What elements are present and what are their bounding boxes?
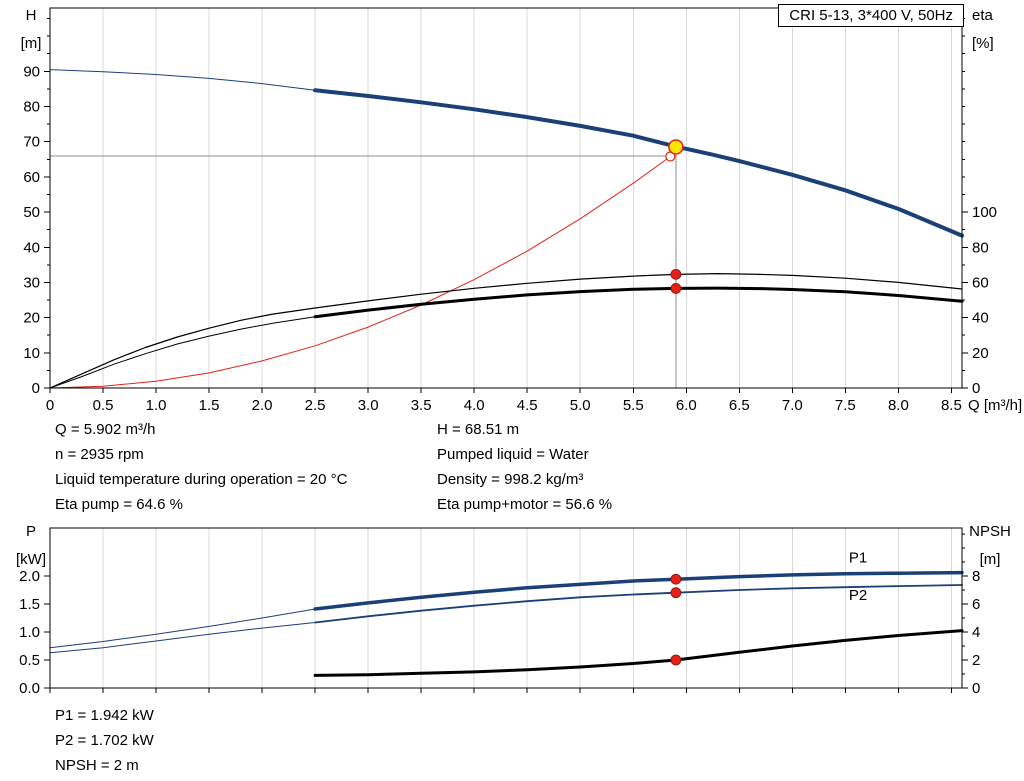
x-tick-label: 0.5 bbox=[93, 397, 114, 414]
right-y-tick-label: 6 bbox=[972, 596, 980, 613]
eta-pump-motor-point-marker bbox=[670, 283, 682, 294]
info-p1: P1 = 1.942 kW bbox=[55, 707, 154, 724]
x-tick-label: 7.5 bbox=[835, 397, 856, 414]
p-axis-title: P [kW] bbox=[12, 518, 50, 574]
curve-label-p2: P2 bbox=[849, 587, 867, 604]
npsh-axis-symbol: NPSH bbox=[969, 523, 1011, 540]
series-hq-curve bbox=[313, 88, 964, 238]
left-y-tick-label: 40 bbox=[23, 239, 40, 256]
x-tick-label: 6.0 bbox=[676, 397, 697, 414]
left-y-tick-label: 1.0 bbox=[19, 624, 40, 641]
eta-axis-symbol: eta bbox=[972, 7, 993, 24]
x-tick-label: 4.0 bbox=[464, 397, 485, 414]
x-tick-label: 8.5 bbox=[941, 397, 962, 414]
info-pumped-liquid: Pumped liquid = Water bbox=[437, 446, 589, 463]
pump-title-box: CRI 5-13, 3*400 V, 50Hz bbox=[778, 4, 964, 27]
x-tick-label: 1.5 bbox=[199, 397, 220, 414]
x-tick-label: 0 bbox=[46, 397, 54, 414]
npsh-axis-unit: [m] bbox=[979, 551, 1001, 568]
left-y-tick-label: 70 bbox=[23, 134, 40, 151]
series-npsh-curve bbox=[313, 629, 964, 677]
right-y-tick-label: 4 bbox=[972, 624, 980, 641]
left-y-tick-label: 90 bbox=[23, 63, 40, 80]
right-y-tick-label: 0 bbox=[972, 680, 980, 697]
power-info: P1 = 1.942 kW P2 = 1.702 kW NPSH = 2 m bbox=[55, 703, 154, 778]
x-tick-label: 3.0 bbox=[358, 397, 379, 414]
eta-axis-unit: [%] bbox=[972, 35, 994, 52]
curve-label-p1: P1 bbox=[849, 550, 867, 567]
left-y-tick-label: 60 bbox=[23, 169, 40, 186]
series-eta-pump-motor bbox=[313, 286, 964, 319]
left-y-tick-label: 30 bbox=[23, 274, 40, 291]
npsh-point-marker bbox=[670, 654, 682, 666]
x-tick-label: 2.0 bbox=[252, 397, 273, 414]
power-chart: 0.0 0.5 1.0 1.5 2.0 0 2 4 6 8 P1 P2 bbox=[19, 527, 980, 697]
info-q: Q = 5.902 m³/h bbox=[55, 421, 156, 438]
x-tick-label: 4.5 bbox=[517, 397, 538, 414]
p1-point-marker bbox=[670, 573, 682, 585]
info-npsh: NPSH = 2 m bbox=[55, 757, 139, 774]
p-axis-symbol: P bbox=[25, 523, 36, 540]
series-p1-curve bbox=[313, 570, 964, 611]
result-info-left: Q = 5.902 m³/h n = 2935 rpm Liquid tempe… bbox=[55, 417, 347, 517]
h-axis-unit: [m] bbox=[20, 35, 42, 52]
info-liquid-temp: Liquid temperature during operation = 20… bbox=[55, 471, 348, 488]
left-y-tick-label: 2.0 bbox=[19, 568, 40, 585]
series-p1-extension bbox=[49, 608, 316, 649]
info-eta-pump-motor: Eta pump+motor = 56.6 % bbox=[437, 496, 613, 513]
right-y-tick-label: 2 bbox=[972, 652, 980, 669]
x-tick-label: 2.5 bbox=[305, 397, 326, 414]
h-axis-symbol: H bbox=[25, 7, 37, 24]
right-y-tick-label: 20 bbox=[972, 345, 989, 362]
x-axis-unit-label: Q [m³/h] bbox=[968, 397, 1022, 414]
left-y-tick-label: 1.5 bbox=[19, 596, 40, 613]
x-tick-label: 3.5 bbox=[411, 397, 432, 414]
right-y-tick-label: 80 bbox=[972, 239, 989, 256]
left-y-tick-label: 20 bbox=[23, 310, 40, 327]
chart-frame bbox=[49, 527, 963, 689]
chart-frame bbox=[49, 7, 963, 389]
p-axis-unit: [kW] bbox=[16, 551, 46, 568]
series-p2-curve bbox=[314, 584, 963, 624]
info-h: H = 68.51 m bbox=[437, 421, 520, 438]
right-y-tick-label: 0 bbox=[972, 380, 980, 397]
x-tick-label: 8.0 bbox=[888, 397, 909, 414]
result-info-right: H = 68.51 m Pumped liquid = Water Densit… bbox=[437, 417, 612, 517]
duty-point-marker[interactable] bbox=[668, 139, 684, 155]
eta-pump-point-marker bbox=[670, 268, 682, 280]
left-y-tick-label: 80 bbox=[23, 99, 40, 116]
x-tick-label: 5.0 bbox=[570, 397, 591, 414]
left-y-tick-label: 10 bbox=[23, 345, 40, 362]
eta-axis-title: eta [%] bbox=[972, 2, 1020, 58]
p2-point-marker bbox=[670, 587, 682, 599]
x-tick-label: 7.0 bbox=[782, 397, 803, 414]
qh-chart: 0 0.5 1.0 1.5 2.0 2.5 3.0 3.5 4.0 4.5 5.0 5.5 6.0 6.5… bbox=[23, 7, 1022, 414]
series-eta-pump bbox=[49, 273, 963, 389]
left-y-tick-label: 0 bbox=[32, 380, 40, 397]
pump-title: CRI 5-13, 3*400 V, 50Hz bbox=[789, 7, 953, 24]
right-y-tick-label: 8 bbox=[972, 568, 980, 585]
series-eta-pump-motor-extension bbox=[49, 316, 316, 389]
npsh-axis-title: NPSH [m] bbox=[962, 518, 1018, 574]
x-tick-label: 1.0 bbox=[146, 397, 167, 414]
right-y-tick-label: 40 bbox=[972, 310, 989, 327]
x-tick-label: 5.5 bbox=[623, 397, 644, 414]
series-p2-extension bbox=[49, 622, 316, 654]
left-y-tick-label: 0.5 bbox=[19, 652, 40, 669]
info-density: Density = 998.2 kg/m³ bbox=[437, 471, 584, 488]
right-y-tick-label: 100 bbox=[972, 204, 997, 221]
left-y-tick-label: 0.0 bbox=[19, 680, 40, 697]
h-axis-title: H [m] bbox=[12, 2, 50, 58]
series-hq-extension bbox=[49, 69, 316, 91]
left-y-tick-label: 50 bbox=[23, 204, 40, 221]
info-p2: P2 = 1.702 kW bbox=[55, 732, 154, 749]
info-eta-pump: Eta pump = 64.6 % bbox=[55, 496, 183, 513]
right-y-tick-label: 60 bbox=[972, 274, 989, 291]
info-speed: n = 2935 rpm bbox=[55, 446, 144, 463]
x-tick-label: 6.5 bbox=[729, 397, 750, 414]
series-system-curve bbox=[49, 156, 671, 389]
